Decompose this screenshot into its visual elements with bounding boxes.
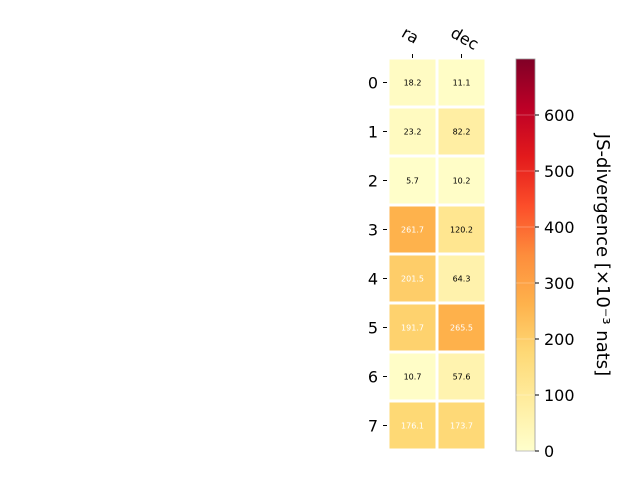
heatmap-cell <box>435 154 488 207</box>
colorbar: 0 100 200 300 400 500 600 <box>515 58 575 461</box>
colorbar-tick-label: 200 <box>544 330 575 349</box>
y-tick-label: 2 <box>368 172 378 191</box>
cell-value-label: 261.7 <box>401 226 424 235</box>
cell-value-label: 82.2 <box>453 128 471 137</box>
heatmap-cell <box>435 399 488 452</box>
heatmap-cell <box>435 203 488 256</box>
cell-value-label: 201.5 <box>401 275 424 284</box>
cell-value-label: 57.6 <box>453 373 471 382</box>
heatmap-grid: 18.2 11.1 23.2 82.2 5.7 10.2 261.7 120.2 201.5 64… <box>386 56 488 452</box>
cell-value-label: 10.2 <box>453 177 471 186</box>
x-tick-label: dec <box>448 23 482 54</box>
colorbar-tick-label: 100 <box>544 386 575 405</box>
y-tick-label: 7 <box>368 417 378 436</box>
colorbar-label: JS-divergence [×10⁻³ nats] <box>592 133 613 376</box>
cell-value-label: 11.1 <box>453 79 471 88</box>
cell-value-label: 18.2 <box>404 79 422 88</box>
x-axis: ra dec <box>399 23 482 58</box>
cell-value-label: 173.7 <box>450 422 473 431</box>
cell-value-label: 265.5 <box>450 324 473 333</box>
y-tick-label: 3 <box>368 221 378 240</box>
cell-value-label: 64.3 <box>453 275 471 284</box>
y-tick-label: 1 <box>368 123 378 142</box>
colorbar-tick-label: 300 <box>544 274 575 293</box>
cell-value-label: 23.2 <box>404 128 422 137</box>
x-tick-label: ra <box>399 23 423 48</box>
cell-value-label: 176.1 <box>401 422 424 431</box>
y-tick-label: 6 <box>368 368 378 387</box>
colorbar-tick-label: 400 <box>544 218 575 237</box>
cell-value-label: 5.7 <box>406 177 419 186</box>
y-tick-label: 0 <box>368 74 378 93</box>
colorbar-tick-label: 500 <box>544 162 575 181</box>
y-tick-label: 5 <box>368 319 378 338</box>
colorbar-gradient <box>515 58 536 452</box>
y-axis: 0 1 2 3 4 5 6 7 <box>368 74 387 436</box>
colorbar-tick-label: 0 <box>544 442 554 461</box>
y-tick-label: 4 <box>368 270 378 289</box>
cell-value-label: 191.7 <box>401 324 424 333</box>
heatmap-cell <box>435 252 488 305</box>
cell-value-label: 10.7 <box>404 373 422 382</box>
heatmap-cell <box>435 105 488 158</box>
colorbar-tick-label: 600 <box>544 106 575 125</box>
cell-value-label: 120.2 <box>450 226 473 235</box>
